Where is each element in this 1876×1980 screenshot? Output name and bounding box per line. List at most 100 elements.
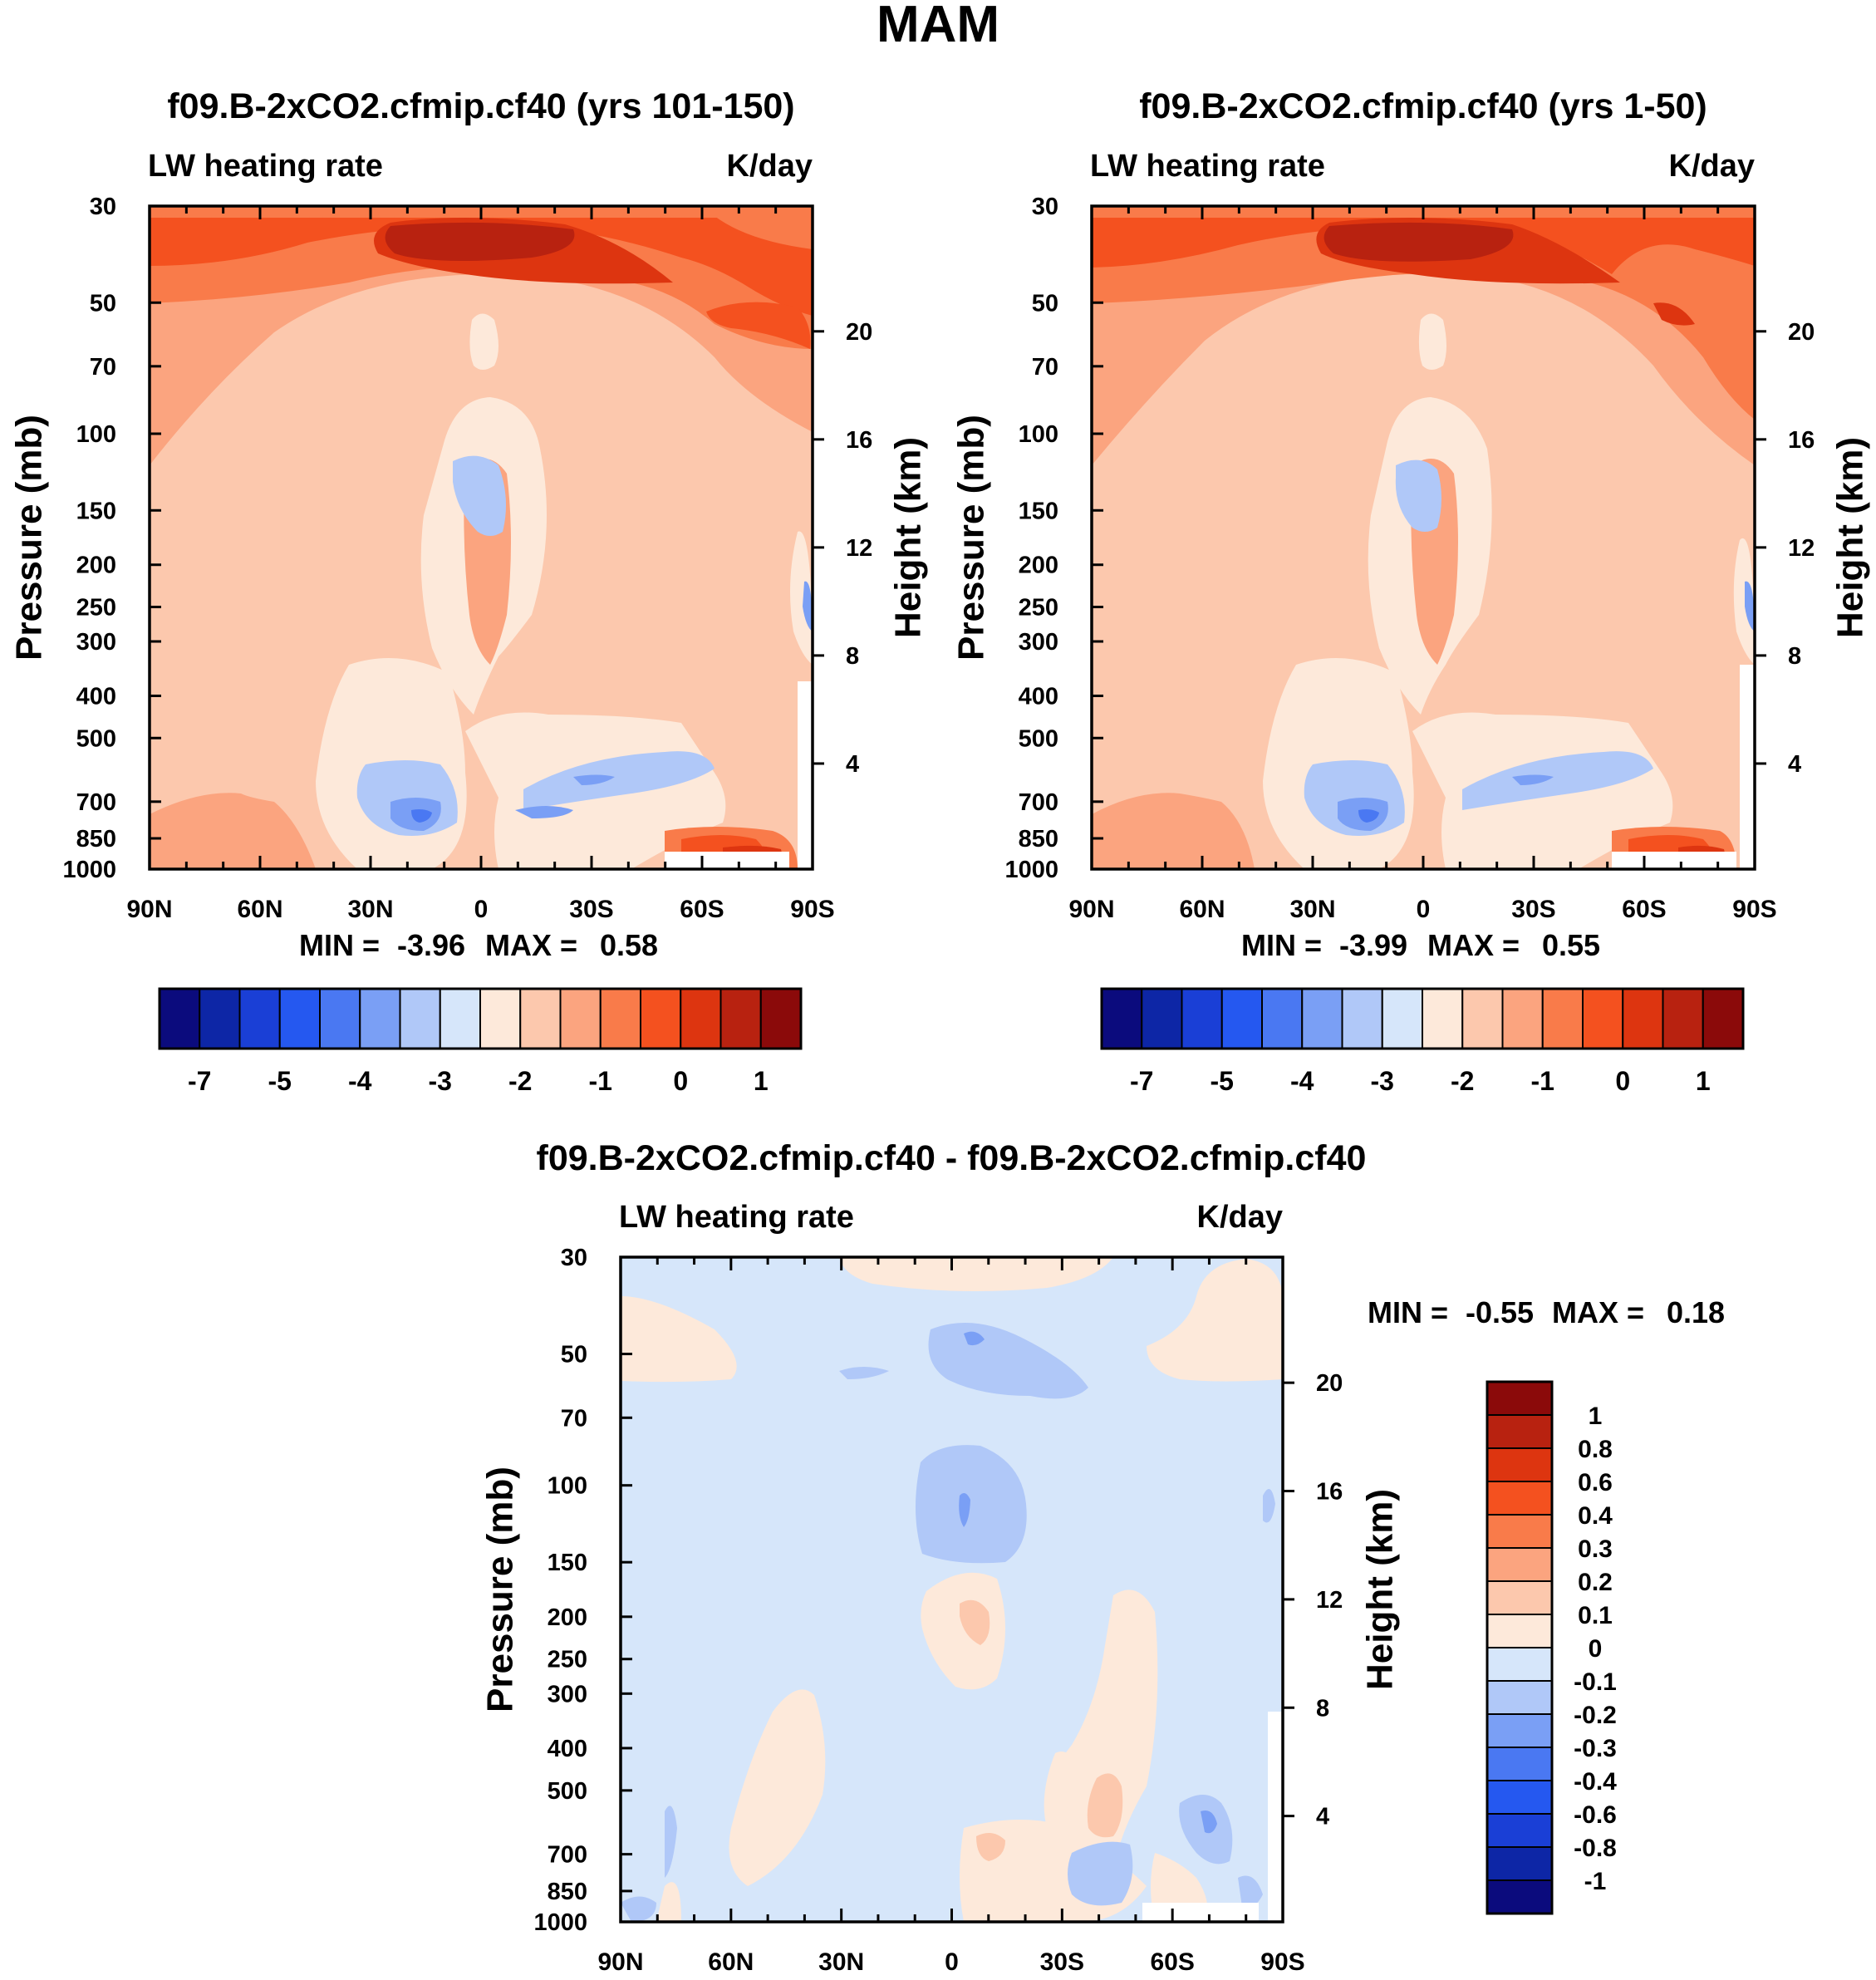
panel-title: f09.B-2xCO2.cfmip.cf40 - f09.B-2xCO2.cfm… — [537, 1138, 1367, 1178]
colorbar-frame — [1100, 987, 1745, 1050]
colorbar-swatch — [359, 988, 401, 1049]
y-tick-label: 150 — [1019, 498, 1058, 524]
y2-tick-label: 12 — [1788, 535, 1815, 562]
y-tick-label: 150 — [76, 498, 116, 524]
colorbar-label: -5 — [1211, 1066, 1234, 1096]
min-label: MIN = — [299, 928, 380, 962]
colorbar-swatch — [759, 988, 802, 1049]
units-label: K/day — [1669, 149, 1755, 184]
colorbar-swatch — [1541, 988, 1584, 1049]
colorbar-label: -3 — [1371, 1066, 1394, 1096]
colorbar-swatch — [1486, 1647, 1553, 1682]
axes: 90N 60N 30N 0 30S 60S 90S 30 50 70 100 150 200 250 300… — [951, 194, 1871, 923]
y-tick-label: 1000 — [62, 857, 116, 883]
colorbar-label: 0 — [1615, 1066, 1630, 1096]
y-tick-label: 700 — [548, 1842, 587, 1869]
colorbar-swatch — [479, 988, 522, 1049]
contour-field — [150, 206, 813, 869]
y-tick-label: 850 — [76, 826, 116, 852]
max-value: 0.18 — [1667, 1295, 1725, 1329]
colorbar-swatch — [238, 988, 281, 1049]
units-label: K/day — [727, 149, 813, 184]
y-tick-label: 100 — [76, 421, 116, 448]
y2-tick-label: 16 — [846, 427, 872, 454]
colorbar-label: -1 — [589, 1066, 612, 1096]
colorbar-swatch — [1486, 1813, 1553, 1848]
colorbar-swatch — [1381, 988, 1423, 1049]
colorbar-swatch — [199, 988, 241, 1049]
x-tick-label: 60N — [708, 1948, 754, 1976]
x-tick-label: 90N — [597, 1948, 643, 1976]
colorbar-swatch — [680, 988, 722, 1049]
colorbar-swatch — [1486, 1481, 1553, 1516]
colorbar-label: -1 — [1584, 1868, 1607, 1895]
y-tick-label: 400 — [548, 1736, 587, 1762]
panel-title: f09.B-2xCO2.cfmip.cf40 (yrs 1-50) — [1139, 86, 1707, 126]
colorbar-swatch — [1141, 988, 1183, 1049]
y2-tick-label: 16 — [1788, 427, 1815, 454]
panel-yrs-101-150: f09.B-2xCO2.cfmip.cf40 (yrs 101-150) LW … — [9, 86, 929, 1096]
min-value: -0.55 — [1466, 1295, 1534, 1329]
y2-tick-label: 20 — [1316, 1370, 1343, 1397]
colorbar-swatch — [1220, 988, 1263, 1049]
colorbar-label: -0.6 — [1574, 1801, 1617, 1829]
colorbar-label: -3 — [429, 1066, 452, 1096]
y2-tick-label: 12 — [1316, 1587, 1343, 1614]
colorbar-swatch — [1486, 1414, 1553, 1449]
colorbar-label: -5 — [268, 1066, 292, 1096]
colorbar-swatch — [439, 988, 481, 1049]
x-tick-label: 60S — [680, 896, 724, 923]
contour-field — [1092, 206, 1755, 869]
variable-label: LW heating rate — [148, 149, 383, 184]
x-tick-label: 30N — [818, 1948, 864, 1976]
y-tick-label: 30 — [90, 194, 116, 220]
colorbar-label: 0.2 — [1578, 1569, 1613, 1596]
x-tick-label: 30S — [1511, 896, 1555, 923]
colorbar: 1 0.8 0.6 0.4 0.3 0.2 0.1 0 -0.1 -0.2 -0.3 -0.4 -0.6… — [1486, 1380, 1617, 1915]
y-tick-label: 70 — [1032, 354, 1058, 381]
season-title: MAM — [877, 0, 999, 53]
colorbar-swatch — [1486, 1780, 1553, 1815]
panel-yrs-1-50: f09.B-2xCO2.cfmip.cf40 (yrs 1-50) LW hea… — [951, 86, 1871, 1096]
colorbar-swatch — [599, 988, 641, 1049]
colorbar-swatch — [519, 988, 562, 1049]
y-tick-label: 400 — [76, 683, 116, 710]
x-tick-label: 30S — [1040, 1948, 1084, 1976]
colorbar-label: 0 — [1589, 1635, 1603, 1663]
y-tick-label: 200 — [76, 553, 116, 579]
y-axis-title: Pressure (mb) — [9, 415, 50, 661]
y-tick-label: 1000 — [1004, 857, 1058, 883]
y2-tick-label: 20 — [1788, 319, 1815, 346]
y2-tick-label: 4 — [846, 751, 859, 778]
max-label: MAX = — [1427, 928, 1520, 962]
y2-axis-title: Height (km) — [888, 437, 929, 638]
colorbar-swatch — [319, 988, 361, 1049]
y-tick-label: 100 — [1019, 421, 1058, 448]
colorbar-label: 0.4 — [1578, 1502, 1613, 1530]
y-tick-label: 50 — [561, 1342, 587, 1368]
colorbar-swatch — [1486, 1447, 1553, 1482]
colorbar-frame — [1486, 1380, 1554, 1915]
y-tick-label: 30 — [1032, 194, 1058, 220]
x-tick-label: 30S — [569, 896, 613, 923]
x-tick-label: 30N — [1289, 896, 1335, 923]
colorbar-swatch — [1486, 1514, 1553, 1549]
y2-tick-label: 12 — [846, 535, 872, 562]
colorbar-label: -2 — [1451, 1066, 1474, 1096]
colorbar-label: 0 — [673, 1066, 688, 1096]
colorbar-label: -0.1 — [1574, 1668, 1617, 1696]
x-tick-label: 90S — [1260, 1948, 1304, 1976]
units-label: K/day — [1197, 1200, 1283, 1235]
colorbar-label: 0.3 — [1578, 1535, 1613, 1563]
y-tick-label: 700 — [76, 789, 116, 816]
min-value: -3.99 — [1339, 928, 1407, 962]
colorbar-swatch — [719, 988, 762, 1049]
colorbar-swatch — [1486, 1879, 1553, 1914]
x-tick-label: 90N — [126, 896, 172, 923]
colorbar-label: -1 — [1531, 1066, 1554, 1096]
colorbar-swatch — [1702, 988, 1744, 1049]
y-axis-title: Pressure (mb) — [480, 1467, 521, 1712]
colorbar-label: 0.1 — [1578, 1602, 1613, 1629]
max-value: 0.55 — [1542, 928, 1600, 962]
